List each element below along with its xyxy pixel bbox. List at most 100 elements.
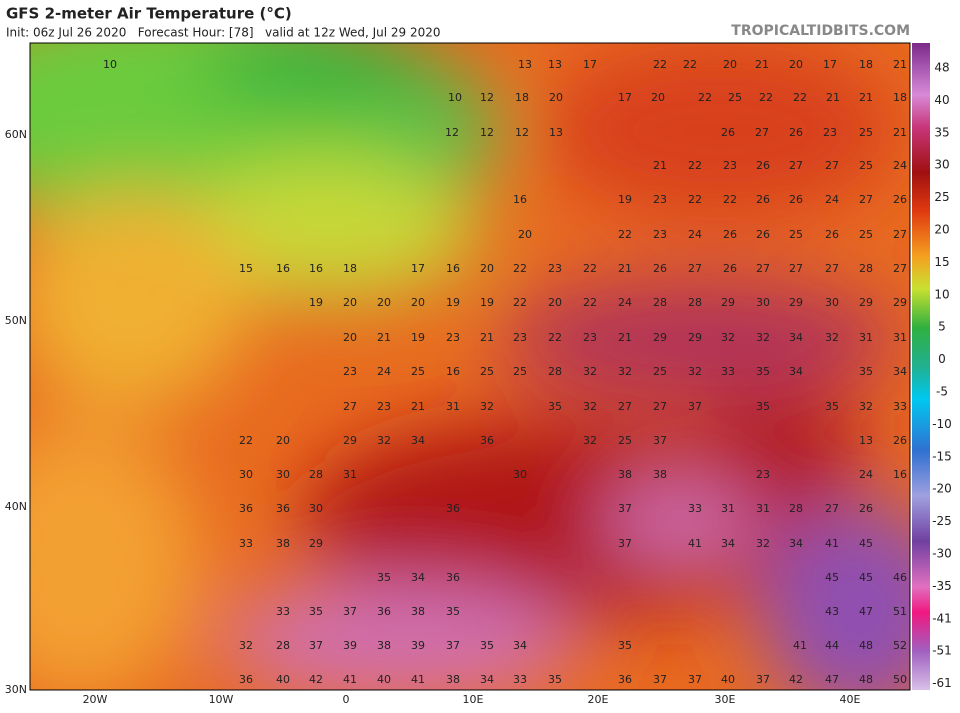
temp-label: 42 — [789, 673, 803, 686]
temp-label: 32 — [756, 331, 770, 344]
temp-label: 29 — [309, 537, 323, 550]
colorbar-tick: -10 — [932, 417, 952, 431]
temp-label: 31 — [721, 502, 735, 515]
temp-label: 36 — [377, 605, 391, 618]
temp-label: 29 — [653, 331, 667, 344]
temp-label: 36 — [446, 502, 460, 515]
temp-label: 24 — [893, 159, 907, 172]
temp-label: 21 — [480, 331, 494, 344]
temp-label: 23 — [823, 126, 837, 139]
temp-label: 39 — [411, 639, 425, 652]
temp-label: 32 — [583, 434, 597, 447]
temp-label: 31 — [343, 468, 357, 481]
temp-label: 30 — [825, 296, 839, 309]
temp-label: 42 — [309, 673, 323, 686]
temp-label: 13 — [518, 58, 532, 71]
temp-label: 47 — [859, 605, 873, 618]
temp-label: 32 — [480, 400, 494, 413]
temp-label: 39 — [343, 639, 357, 652]
temp-label: 22 — [683, 58, 697, 71]
temp-label: 10 — [103, 58, 117, 71]
temp-label: 19 — [618, 193, 632, 206]
temp-label: 48 — [859, 673, 873, 686]
temp-label: 19 — [446, 296, 460, 309]
temp-label: 22 — [793, 91, 807, 104]
temp-label: 36 — [446, 571, 460, 584]
temp-label: 28 — [548, 365, 562, 378]
temp-label: 23 — [583, 331, 597, 344]
lon-label: 0 — [343, 693, 350, 706]
temp-label: 34 — [411, 571, 425, 584]
temp-label: 44 — [825, 639, 839, 652]
temp-label: 21 — [618, 331, 632, 344]
temp-label: 20 — [651, 91, 665, 104]
temp-label: 13 — [548, 58, 562, 71]
temp-label: 37 — [653, 434, 667, 447]
temp-label: 21 — [893, 58, 907, 71]
temp-label: 27 — [653, 400, 667, 413]
temp-label: 13 — [549, 126, 563, 139]
temp-label: 23 — [446, 331, 460, 344]
temp-label: 31 — [446, 400, 460, 413]
temp-label: 29 — [721, 296, 735, 309]
lon-label: 20E — [588, 693, 609, 706]
temp-label: 21 — [859, 91, 873, 104]
temp-label: 34 — [513, 639, 527, 652]
temp-label: 26 — [789, 126, 803, 139]
temp-label: 27 — [893, 228, 907, 241]
temp-label: 24 — [859, 468, 873, 481]
temp-label: 22 — [723, 193, 737, 206]
temp-label: 37 — [343, 605, 357, 618]
temp-label: 29 — [688, 331, 702, 344]
temp-label: 34 — [789, 365, 803, 378]
temp-label: 26 — [756, 159, 770, 172]
colorbar-tick: -5 — [936, 385, 948, 399]
temp-label: 13 — [859, 434, 873, 447]
temp-label: 26 — [756, 193, 770, 206]
temp-label: 32 — [756, 537, 770, 550]
temp-label: 35 — [825, 400, 839, 413]
temp-label: 15 — [239, 262, 253, 275]
lat-label: 60N — [5, 128, 27, 141]
temp-label: 27 — [859, 193, 873, 206]
temp-label: 17 — [618, 91, 632, 104]
temp-label: 34 — [721, 537, 735, 550]
temp-label: 22 — [513, 296, 527, 309]
colorbar-tick: 30 — [934, 158, 949, 172]
temp-label: 36 — [480, 434, 494, 447]
lat-label: 40N — [5, 500, 27, 513]
temp-label: 26 — [723, 262, 737, 275]
temp-label: 20 — [518, 228, 532, 241]
labels: 60N 50N 40N 30N 20W 10W 0 10E 20E 30E 40E 48 40 35 30 2… — [5, 58, 952, 706]
temp-label: 32 — [583, 365, 597, 378]
subtitle: Init: 06z Jul 26 2020 Forecast Hour: [78… — [6, 26, 441, 40]
colorbar — [912, 43, 930, 690]
lat-label: 30N — [5, 683, 27, 696]
temp-label: 35 — [309, 605, 323, 618]
temp-label: 23 — [377, 400, 391, 413]
temp-label: 19 — [309, 296, 323, 309]
temp-label: 37 — [653, 673, 667, 686]
temp-label: 22 — [548, 331, 562, 344]
temp-label: 40 — [377, 673, 391, 686]
lat-label: 50N — [5, 314, 27, 327]
temp-label: 28 — [653, 296, 667, 309]
temp-label: 24 — [618, 296, 632, 309]
temp-label: 37 — [309, 639, 323, 652]
temp-label: 29 — [343, 434, 357, 447]
temp-label: 21 — [411, 400, 425, 413]
temp-label: 22 — [583, 296, 597, 309]
temp-label: 35 — [446, 605, 460, 618]
temp-label: 20 — [343, 331, 357, 344]
temp-label: 43 — [825, 605, 839, 618]
temp-label: 28 — [276, 639, 290, 652]
temp-label: 34 — [789, 331, 803, 344]
temp-label: 32 — [859, 400, 873, 413]
temp-label: 35 — [480, 639, 494, 652]
temp-label: 17 — [411, 262, 425, 275]
temp-label: 41 — [688, 537, 702, 550]
temp-label: 34 — [480, 673, 494, 686]
temp-label: 27 — [825, 262, 839, 275]
colorbar-tick: -30 — [932, 547, 952, 561]
